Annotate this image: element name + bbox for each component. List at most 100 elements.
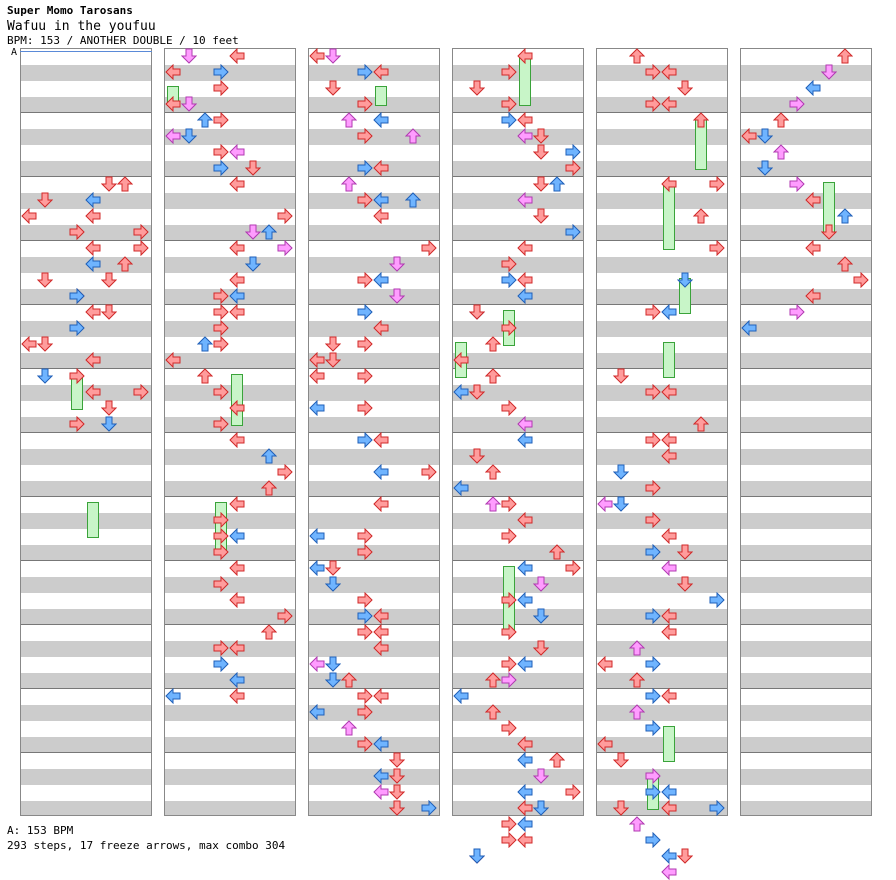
arrow-down-icon bbox=[533, 608, 549, 624]
arrow-up-icon bbox=[629, 48, 645, 64]
measure-line bbox=[597, 240, 727, 241]
arrow-down-icon bbox=[469, 448, 485, 464]
measure-line bbox=[597, 112, 727, 113]
arrow-left-icon bbox=[661, 864, 677, 880]
measure-line bbox=[597, 752, 727, 753]
arrow-left-icon bbox=[661, 64, 677, 80]
arrow-left-icon bbox=[85, 192, 101, 208]
arrow-down-icon bbox=[181, 128, 197, 144]
arrow-left-icon bbox=[517, 592, 533, 608]
arrow-right-icon bbox=[501, 720, 517, 736]
arrow-left-icon bbox=[85, 256, 101, 272]
arrow-left-icon bbox=[661, 432, 677, 448]
arrow-right-icon bbox=[357, 544, 373, 560]
arrow-down-icon bbox=[245, 224, 261, 240]
arrow-down-icon bbox=[533, 768, 549, 784]
arrow-up-icon bbox=[117, 176, 133, 192]
arrow-left-icon bbox=[661, 384, 677, 400]
arrow-left-icon bbox=[229, 400, 245, 416]
arrow-right-icon bbox=[357, 592, 373, 608]
measure-line bbox=[741, 240, 871, 241]
arrow-right-icon bbox=[357, 368, 373, 384]
chart-column-4 bbox=[452, 48, 584, 816]
arrow-right-icon bbox=[213, 160, 229, 176]
measure-line bbox=[597, 368, 727, 369]
arrow-right-icon bbox=[565, 144, 581, 160]
chart-column-3 bbox=[308, 48, 440, 816]
arrow-left-icon bbox=[85, 240, 101, 256]
arrow-left-icon bbox=[517, 560, 533, 576]
measure-line bbox=[21, 368, 151, 369]
arrow-right-icon bbox=[645, 720, 661, 736]
arrow-right-icon bbox=[213, 320, 229, 336]
arrow-right-icon bbox=[501, 64, 517, 80]
arrow-right-icon bbox=[501, 832, 517, 848]
arrow-down-icon bbox=[533, 208, 549, 224]
arrow-left-icon bbox=[373, 160, 389, 176]
arrow-up-icon bbox=[485, 336, 501, 352]
arrow-left-icon bbox=[517, 752, 533, 768]
arrow-up-icon bbox=[629, 816, 645, 832]
measure-line bbox=[165, 752, 295, 753]
arrow-left-icon bbox=[229, 640, 245, 656]
arrow-up-icon bbox=[197, 112, 213, 128]
arrow-right-icon bbox=[69, 368, 85, 384]
arrow-down-icon bbox=[101, 272, 117, 288]
arrow-right-icon bbox=[213, 640, 229, 656]
arrow-down-icon bbox=[325, 560, 341, 576]
arrow-right-icon bbox=[357, 336, 373, 352]
arrow-right-icon bbox=[501, 256, 517, 272]
measure-line bbox=[21, 496, 151, 497]
arrow-right-icon bbox=[501, 528, 517, 544]
arrow-right-icon bbox=[501, 496, 517, 512]
arrow-right-icon bbox=[357, 608, 373, 624]
arrow-left-icon bbox=[373, 272, 389, 288]
arrow-right-icon bbox=[645, 64, 661, 80]
arrow-down-icon bbox=[469, 384, 485, 400]
arrow-down-icon bbox=[677, 576, 693, 592]
arrow-left-icon bbox=[309, 528, 325, 544]
arrow-right-icon bbox=[709, 800, 725, 816]
measure-line bbox=[453, 432, 583, 433]
arrow-left-icon bbox=[661, 560, 677, 576]
measure-line bbox=[309, 752, 439, 753]
arrow-down-icon bbox=[389, 752, 405, 768]
measure-line bbox=[741, 432, 871, 433]
arrow-down-icon bbox=[389, 288, 405, 304]
arrow-right-icon bbox=[501, 592, 517, 608]
arrow-right-icon bbox=[789, 304, 805, 320]
arrow-left-icon bbox=[517, 512, 533, 528]
arrow-left-icon bbox=[373, 736, 389, 752]
arrow-down-icon bbox=[101, 304, 117, 320]
arrow-down-icon bbox=[325, 656, 341, 672]
measure-line bbox=[165, 624, 295, 625]
arrow-left-icon bbox=[21, 336, 37, 352]
arrow-left-icon bbox=[229, 304, 245, 320]
arrow-left-icon bbox=[165, 96, 181, 112]
arrow-down-icon bbox=[613, 800, 629, 816]
arrow-left-icon bbox=[165, 352, 181, 368]
arrow-up-icon bbox=[837, 48, 853, 64]
arrow-left-icon bbox=[229, 560, 245, 576]
arrow-up-icon bbox=[405, 128, 421, 144]
arrow-right-icon bbox=[213, 576, 229, 592]
arrow-left-icon bbox=[517, 416, 533, 432]
arrow-left-icon bbox=[661, 608, 677, 624]
freeze-arrow bbox=[231, 374, 243, 426]
arrow-right-icon bbox=[645, 832, 661, 848]
arrow-up-icon bbox=[261, 480, 277, 496]
measure-line bbox=[165, 432, 295, 433]
arrow-down-icon bbox=[533, 800, 549, 816]
arrow-right-icon bbox=[277, 608, 293, 624]
measure-line bbox=[21, 176, 151, 177]
measure-line bbox=[597, 560, 727, 561]
arrow-left-icon bbox=[229, 432, 245, 448]
arrow-right-icon bbox=[501, 672, 517, 688]
measure-line bbox=[741, 368, 871, 369]
arrow-left-icon bbox=[517, 272, 533, 288]
measure-line bbox=[309, 496, 439, 497]
arrow-up-icon bbox=[117, 256, 133, 272]
measure-line bbox=[309, 304, 439, 305]
arrow-right-icon bbox=[357, 96, 373, 112]
arrow-right-icon bbox=[213, 384, 229, 400]
